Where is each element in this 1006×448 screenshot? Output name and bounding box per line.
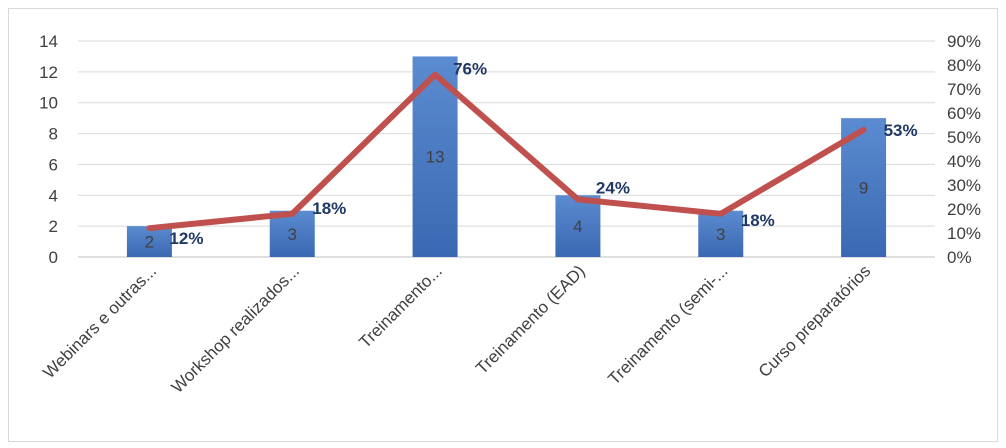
- right-tick-label: 60%: [947, 104, 981, 123]
- percent-label: 18%: [741, 211, 775, 230]
- percent-label: 12%: [169, 229, 203, 248]
- percent-label: 18%: [312, 199, 346, 218]
- percent-label: 76%: [453, 60, 487, 79]
- left-tick-label: 6: [49, 155, 58, 174]
- line-series: [146, 71, 867, 232]
- bar-value-label: 9: [859, 179, 868, 198]
- bar-series: [126, 56, 887, 258]
- left-tick-label: 8: [49, 125, 58, 144]
- bar: [555, 195, 601, 257]
- bar-value-label: 4: [573, 217, 582, 236]
- left-tick-label: 10: [39, 94, 58, 113]
- category-label: Treinamento...: [355, 261, 445, 351]
- category-axis: Webinars e outras... Workshop realizados.…: [39, 261, 874, 396]
- category-label: Treinamento (semi-...: [604, 261, 731, 388]
- line-path: [146, 71, 867, 232]
- percent-label: 53%: [884, 121, 918, 140]
- left-tick-label: 14: [39, 32, 58, 51]
- data-labels: 2 3 13 4 3 9 12% 18% 76% 24% 18% 53%: [145, 60, 918, 252]
- right-tick-label: 90%: [947, 32, 981, 51]
- left-axis: 0 2 4 6 8 10 12 14: [39, 32, 58, 267]
- bar: [698, 210, 744, 257]
- bar: [269, 210, 315, 257]
- bar-value-label: 2: [145, 233, 154, 252]
- right-tick-label: 40%: [947, 152, 981, 171]
- left-tick-label: 2: [49, 217, 58, 236]
- category-label: Curso preparatórios: [755, 261, 875, 381]
- category-label: Workshop realizados...: [168, 261, 303, 396]
- line-point: [719, 212, 722, 215]
- right-axis: 0% 10% 20% 30% 40% 50% 60% 70% 80% 90%: [947, 32, 981, 267]
- line-point: [148, 227, 151, 230]
- bar-value-label: 3: [716, 225, 725, 244]
- right-tick-label: 30%: [947, 176, 981, 195]
- right-tick-label: 50%: [947, 128, 981, 147]
- bar-value-label: 13: [426, 148, 445, 167]
- right-tick-label: 80%: [947, 56, 981, 75]
- line-point: [434, 73, 437, 76]
- line-point: [862, 128, 865, 131]
- right-tick-label: 10%: [947, 224, 981, 243]
- right-tick-label: 0%: [947, 248, 972, 267]
- left-tick-label: 12: [39, 63, 58, 82]
- category-label: Treinamento (EAD): [472, 261, 589, 378]
- right-tick-label: 70%: [947, 80, 981, 99]
- left-tick-label: 0: [49, 248, 58, 267]
- percent-label: 24%: [596, 178, 630, 197]
- line-point: [291, 212, 294, 215]
- bar: [126, 226, 172, 257]
- line-point: [576, 198, 579, 201]
- right-tick-label: 20%: [947, 200, 981, 219]
- left-tick-label: 4: [49, 186, 58, 205]
- category-label: Webinars e outras...: [39, 261, 160, 382]
- bar-value-label: 3: [288, 225, 297, 244]
